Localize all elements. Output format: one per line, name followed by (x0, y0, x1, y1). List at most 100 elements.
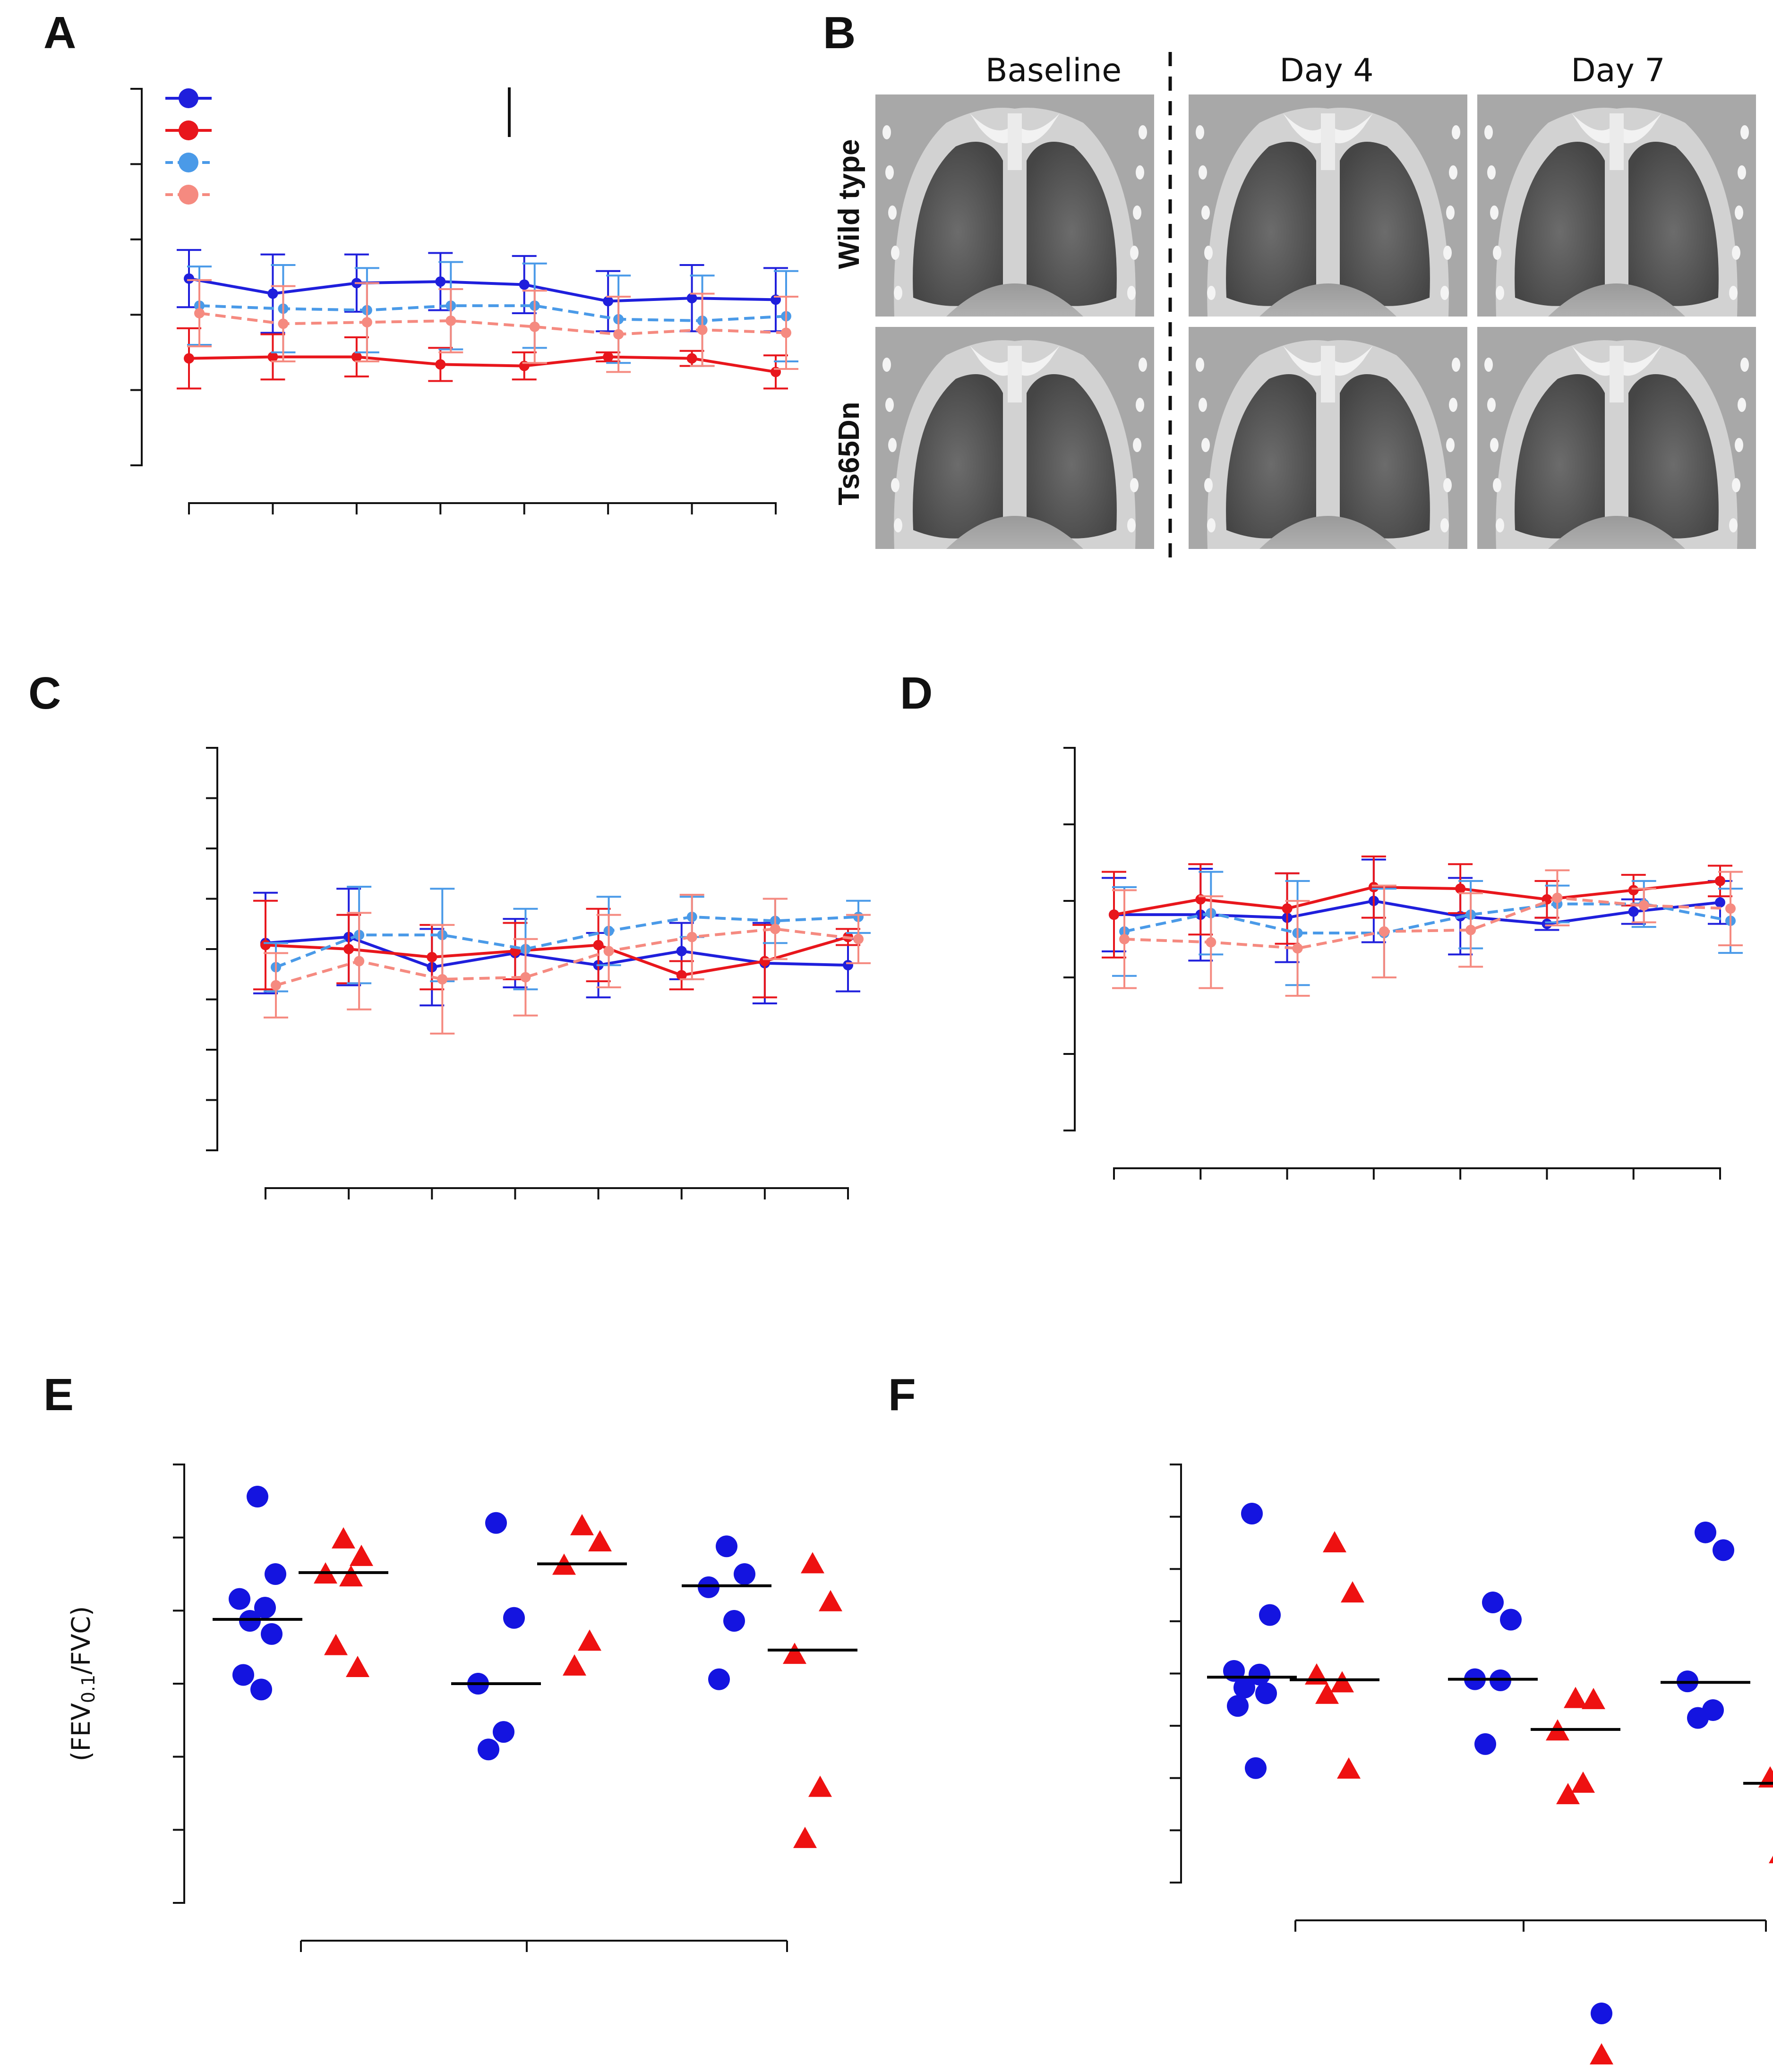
series-line (188, 277, 776, 303)
ct-image-panel: Baseline Day 4 Day 7 Wild type Ts65Dn (833, 52, 1756, 567)
data-point (603, 946, 614, 957)
data-point (519, 279, 530, 290)
ct-rib (1136, 165, 1144, 180)
data-point (1323, 1531, 1346, 1552)
ct-rib (882, 358, 891, 372)
data-point (1119, 934, 1130, 944)
data-point (1330, 1671, 1354, 1693)
data-point (445, 315, 456, 326)
panel-letter-e: E (43, 1370, 74, 1420)
ct-scan-tile (1477, 327, 1756, 549)
data-point (676, 946, 687, 957)
ct-spine (1008, 113, 1022, 170)
ct-spine (1008, 346, 1022, 402)
row-label-ts65dn: Ts65Dn (833, 402, 865, 505)
series-wild-type-sham-infected (177, 249, 788, 334)
data-point (435, 359, 446, 370)
data-point (1245, 1757, 1267, 1779)
ct-rib (1440, 286, 1449, 300)
data-point (1564, 1687, 1587, 1708)
ct-rib (1735, 438, 1743, 452)
ct-rib (1452, 358, 1460, 372)
data-point (1233, 1677, 1255, 1699)
ct-rib (1199, 398, 1207, 412)
panel-letter-a: A (43, 8, 76, 58)
data-point (1282, 903, 1293, 914)
data-point (254, 1597, 276, 1619)
data-point (808, 1775, 832, 1797)
data-point (1379, 926, 1389, 937)
data-point (1638, 900, 1649, 911)
ct-rib (1496, 518, 1504, 532)
series-ts65dn-sham-infected (1102, 856, 1732, 959)
ct-rib (1449, 165, 1457, 180)
group-ts65dn (299, 1527, 388, 1677)
data-point (1305, 1663, 1328, 1685)
ct-rib (1133, 438, 1141, 452)
ct-rib (1484, 125, 1493, 139)
data-point (819, 1590, 842, 1611)
ct-rib (1139, 125, 1147, 139)
panel-letter-f: F (888, 1370, 916, 1420)
data-point (1109, 909, 1119, 920)
series-ts65dn-infected (187, 279, 798, 373)
y-axis-sublabel: (FEV0.1/FVC) (66, 1606, 99, 1762)
ct-rib (1449, 398, 1457, 412)
data-point (1725, 903, 1736, 914)
data-point (563, 1654, 586, 1676)
row-label-wild-type: Wild type (833, 139, 865, 269)
group-wild-type (682, 1535, 771, 1690)
data-point (1542, 918, 1552, 929)
y-axis-sublabel-part: /FVC) (66, 1606, 96, 1675)
data-point (435, 276, 446, 287)
data-point (350, 1544, 373, 1566)
ct-left-lung (913, 374, 1003, 539)
series-ts65dn-sham-infected (177, 327, 788, 390)
ct-rib (1196, 125, 1204, 139)
body-weight-chart (130, 87, 798, 514)
ct-spine (1610, 113, 1624, 170)
group-ts65dn (1743, 1766, 1773, 1864)
data-point (354, 956, 365, 967)
data-point (1571, 1771, 1595, 1793)
ct-right-lung (1628, 374, 1719, 539)
ct-rib (1446, 438, 1455, 452)
data-point (346, 1655, 369, 1677)
ct-rib (1139, 358, 1147, 372)
ct-left-lung (1515, 374, 1605, 539)
ct-rib (888, 205, 897, 220)
ct-rib (1127, 286, 1136, 300)
data-point (339, 1565, 363, 1587)
ct-left-lung (1226, 374, 1316, 539)
data-point (485, 1512, 507, 1534)
legend-marker (179, 120, 198, 140)
data-point (1628, 885, 1639, 896)
group-wild-type (213, 1486, 302, 1701)
ct-diaphragm (946, 283, 1083, 317)
ct-rib (1732, 478, 1740, 492)
tiffeneau-index-chart: (FEV0.1/FVC) (66, 1464, 857, 1952)
data-point (239, 1610, 261, 1632)
ct-spine (1321, 346, 1335, 402)
ct-rib (1201, 205, 1210, 220)
data-point (759, 956, 770, 967)
ct-rib (1443, 246, 1452, 260)
data-point (493, 1721, 514, 1743)
ct-diaphragm (946, 516, 1083, 549)
data-point (1292, 943, 1303, 954)
ct-rib (1496, 286, 1504, 300)
legend-marker (179, 153, 198, 172)
ct-rib (1201, 438, 1210, 452)
legend-marker (1591, 2003, 1612, 2024)
ct-left-lung (1515, 142, 1605, 306)
ct-rib (1443, 478, 1452, 492)
ct-diaphragm (1259, 516, 1396, 549)
data-point (1687, 1707, 1709, 1729)
data-point (1241, 1502, 1263, 1524)
data-point (716, 1535, 737, 1558)
data-point (1628, 906, 1639, 917)
data-point (232, 1664, 254, 1686)
series-line (275, 927, 859, 987)
data-point (184, 353, 194, 364)
ct-rib (1487, 398, 1496, 412)
